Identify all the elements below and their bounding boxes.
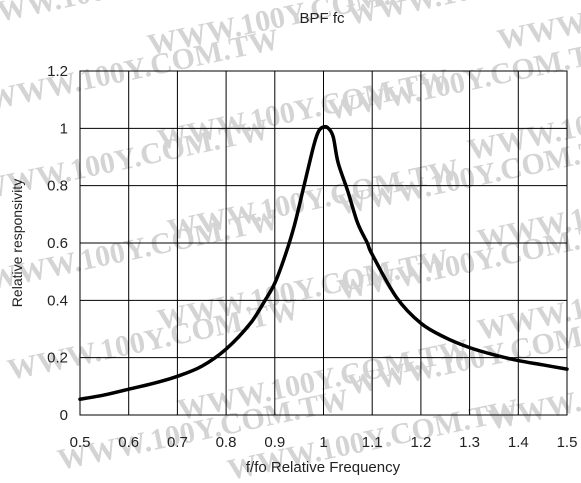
y-tick-label: 0.6 [47, 235, 68, 252]
y-tick-label: 1.2 [47, 63, 68, 80]
x-tick-label: 1.4 [508, 434, 529, 451]
x-axis-label: f/fo Relative Frequency [246, 459, 401, 476]
x-tick-label: 1 [319, 434, 327, 451]
chart-title: BPF fc [299, 10, 345, 27]
x-tick-label: 0.8 [216, 434, 237, 451]
y-tick-label: 1 [60, 120, 68, 137]
watermark-text: WWW.100Y.COM.TW [0, 203, 282, 297]
x-tick-label: 1.1 [362, 434, 383, 451]
y-tick-label: 0.4 [47, 292, 68, 309]
watermark-text: WWW.100Y.COM.TW [0, 113, 272, 207]
y-tick-label: 0 [60, 407, 68, 424]
y-axis-label: Relative responsivity [9, 179, 25, 307]
x-tick-label: 0.5 [70, 434, 91, 451]
x-tick-label: 0.6 [118, 434, 139, 451]
x-tick-label: 0.7 [167, 434, 188, 451]
y-tick-label: 0.2 [47, 350, 68, 367]
x-tick-label: 1.5 [557, 434, 578, 451]
watermark-text: WWW.100Y.COM.TW [0, 23, 282, 117]
x-tick-label: 1.2 [410, 434, 431, 451]
x-tick-label: 0.9 [264, 434, 285, 451]
y-tick-label: 0.8 [47, 178, 68, 195]
x-tick-label: 1.3 [459, 434, 480, 451]
